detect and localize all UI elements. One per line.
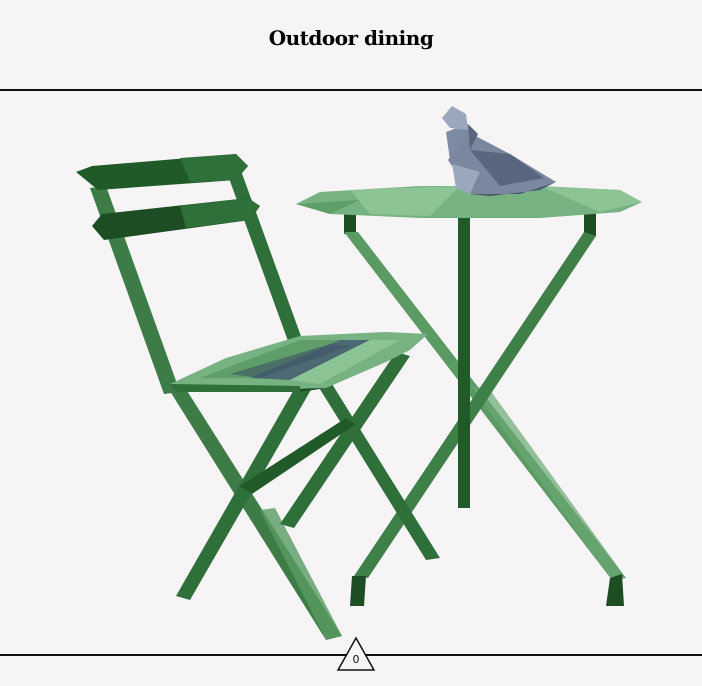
table-leg-back-left	[344, 214, 356, 234]
triangle-icon	[336, 636, 376, 671]
table-foot-right	[606, 574, 624, 606]
page-title: Outdoor dining	[268, 26, 434, 50]
table-leg-back-right	[584, 212, 596, 236]
top-divider	[0, 89, 702, 91]
chair-back-leg-right	[226, 168, 306, 352]
table-leg-back-right-diag	[354, 232, 596, 578]
table	[296, 186, 642, 606]
table-foot-left	[350, 576, 366, 606]
chair-right-inner-leg	[280, 352, 410, 528]
chair	[76, 154, 440, 640]
table-pole	[458, 214, 470, 508]
badge-value: 0	[352, 653, 360, 666]
chair-front-leg	[176, 386, 312, 600]
chair-brace	[240, 418, 356, 494]
pigeon	[442, 106, 556, 196]
chair-right-leg	[318, 384, 440, 560]
